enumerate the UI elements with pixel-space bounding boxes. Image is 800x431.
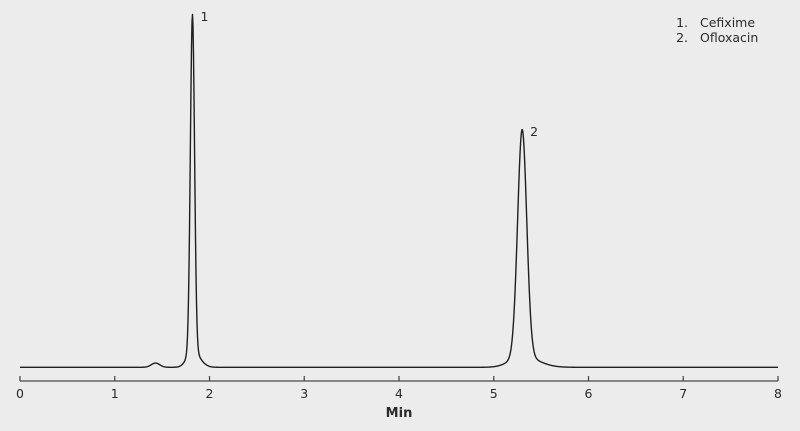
legend-item-label: Ofloxacin: [700, 30, 759, 45]
x-axis-title: Min: [385, 406, 413, 421]
x-axis-tick-label: 8: [774, 386, 782, 401]
legend-item-label: Cefixime: [700, 15, 756, 30]
x-axis-tick-label: 2: [206, 386, 214, 401]
x-axis-tick-label: 7: [679, 386, 687, 401]
legend-item-number: 1.: [676, 15, 688, 30]
x-axis-tick-label: 6: [585, 386, 593, 401]
x-axis-tick-label: 5: [490, 386, 498, 401]
x-axis-tick-label: 3: [300, 386, 308, 401]
legend: 1. Cefixime 2. Ofloxacin: [670, 16, 758, 44]
x-axis-tick-label: 1: [111, 386, 119, 401]
peak-label: 1: [200, 9, 209, 25]
x-axis-tick-label: 0: [16, 386, 24, 401]
legend-item: 1. Cefixime: [670, 16, 758, 29]
chromatogram-trace: [19, 13, 779, 368]
peak-label: 2: [530, 124, 539, 140]
legend-item: 2. Ofloxacin: [670, 31, 758, 44]
legend-item-number: 2.: [676, 30, 688, 45]
x-axis-tick-label: 4: [395, 386, 403, 401]
